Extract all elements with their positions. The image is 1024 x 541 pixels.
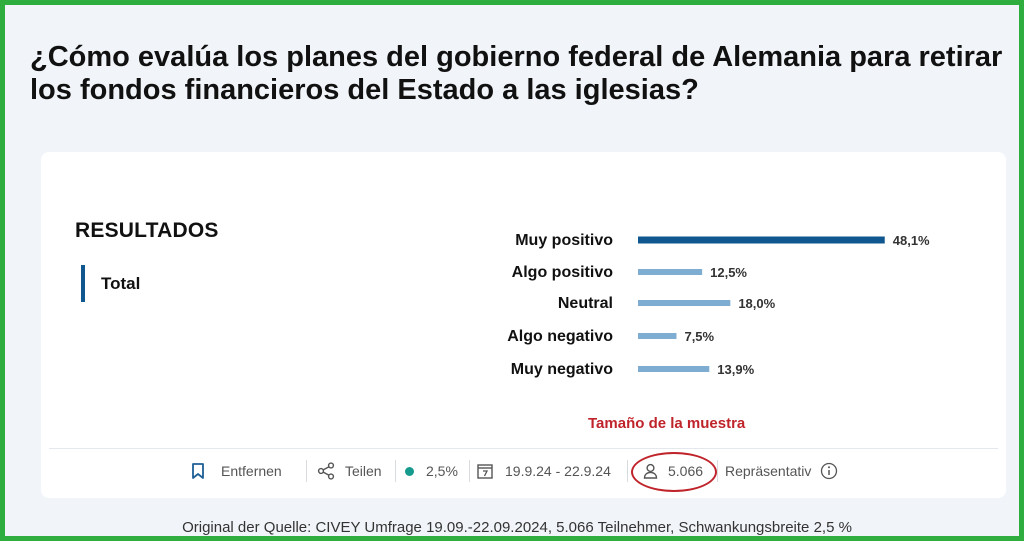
source-caption: Original der Quelle: CIVEY Umfrage 19.09…	[182, 519, 852, 536]
sample-size: 5.066	[643, 462, 703, 480]
share-label: Teilen	[345, 463, 382, 479]
margin-of-error: 2,5%	[405, 462, 458, 480]
total-indicator	[81, 265, 85, 302]
total-label[interactable]: Total	[101, 274, 141, 293]
remove-button[interactable]: Entfernen	[191, 462, 282, 480]
category-label: Algo negativo	[507, 328, 613, 345]
value-label: 7,5%	[684, 329, 714, 344]
user-icon	[643, 463, 658, 479]
sample-value: 5.066	[668, 463, 704, 479]
representative-info[interactable]: Repräsentativ	[725, 462, 838, 480]
survey-toolbar: Entfernen Teilen 2,5%	[41, 448, 1006, 498]
bookmark-icon	[192, 463, 204, 479]
bar	[638, 300, 731, 306]
dates-value: 19.9.24 - 22.9.24	[505, 463, 611, 479]
bar	[638, 366, 710, 372]
category-label: Algo positivo	[512, 264, 614, 281]
toolbar-separator	[717, 460, 718, 482]
value-label: 12,5%	[710, 265, 747, 280]
toolbar-separator	[627, 460, 628, 482]
bar	[638, 269, 703, 275]
category-label: Muy negativo	[511, 361, 613, 378]
remove-label: Entfernen	[221, 463, 282, 479]
results-card: RESULTADOS Total Muy positivo 48,1% Algo p…	[41, 152, 1006, 498]
share-icon	[317, 462, 335, 480]
toolbar-divider	[49, 448, 998, 449]
representative-label: Repräsentativ	[725, 463, 812, 479]
bar-chart: Muy positivo 48,1% Algo positivo 12,5% Neutr…	[507, 232, 930, 378]
share-button[interactable]: Teilen	[317, 462, 382, 480]
info-icon	[821, 462, 838, 480]
results-title: RESULTADOS	[75, 219, 219, 242]
status-dot-icon	[405, 466, 414, 476]
value-label: 13,9%	[717, 362, 754, 377]
survey-dates: 19.9.24 - 22.9.24	[477, 462, 611, 480]
headline: ¿Cómo evalúa los planes del gobierno fed…	[30, 41, 1003, 106]
toolbar-separator	[306, 460, 307, 482]
margin-value: 2,5%	[426, 463, 458, 479]
sample-size-highlight-circle	[631, 452, 717, 492]
category-label: Muy positivo	[515, 232, 613, 249]
value-label: 18,0%	[738, 296, 775, 311]
category-label: Neutral	[558, 295, 613, 312]
calendar-icon	[477, 464, 493, 479]
toolbar-separator	[469, 460, 470, 482]
sample-size-annotation: Tamaño de la muestra	[588, 415, 746, 432]
bar	[638, 333, 677, 339]
value-label: 48,1%	[893, 233, 930, 248]
bar	[638, 236, 885, 244]
toolbar-separator	[395, 460, 396, 482]
